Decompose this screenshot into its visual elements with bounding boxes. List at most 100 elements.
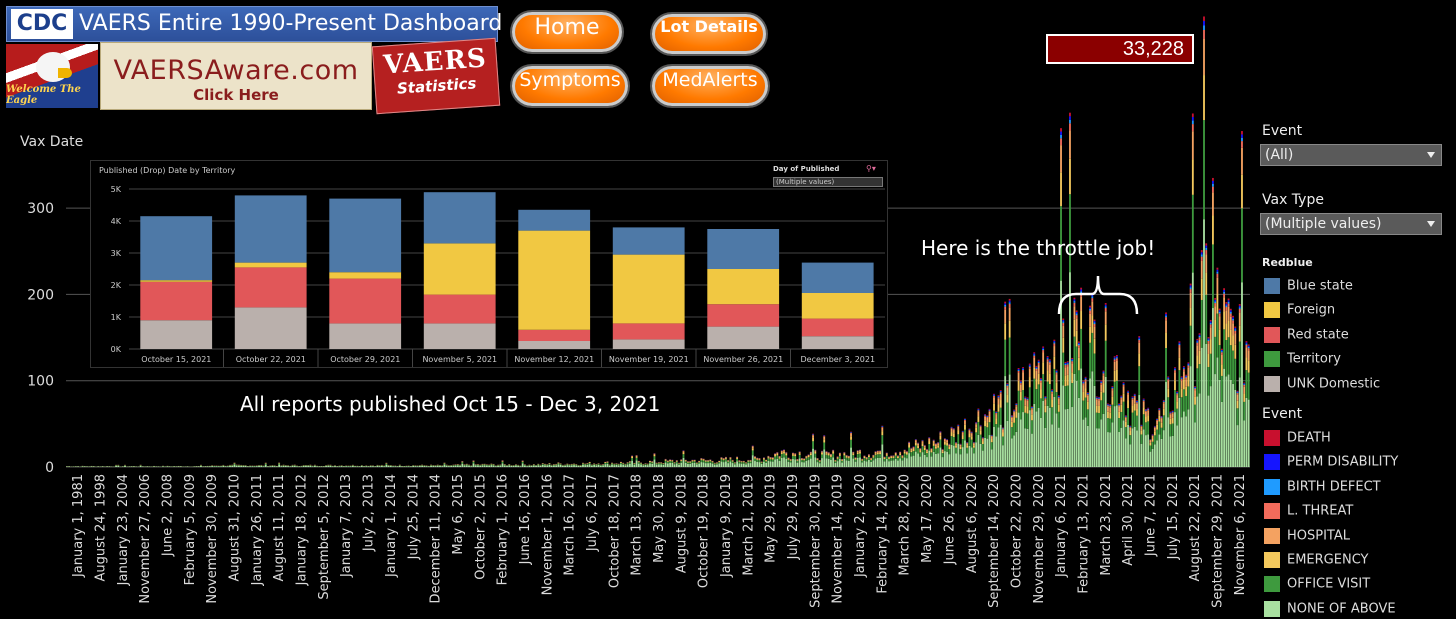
vax-date-bar-segment (1057, 411, 1060, 428)
vax-date-bar-segment (1113, 356, 1116, 358)
vax-date-bar-segment (959, 446, 962, 450)
home-button[interactable]: Home (512, 12, 622, 52)
vax-date-bar-segment (133, 466, 135, 467)
vax-date-bar-segment (1055, 370, 1058, 372)
vax-date-bar-segment (859, 453, 861, 458)
vax-date-bar-segment (1037, 407, 1040, 467)
vax-date-bar-segment (275, 466, 278, 467)
redblue-legend-item[interactable]: Red state (1264, 326, 1349, 345)
event-legend-label: NONE OF ABOVE (1287, 601, 1396, 617)
vax-date-bar-segment (631, 460, 634, 467)
day-of-published-dropdown[interactable]: (Multiple values) (773, 177, 883, 187)
vax-date-bar-segment (1048, 384, 1051, 408)
vax-date-bar-segment (528, 465, 531, 466)
vax-date-bar-segment (1203, 25, 1205, 30)
vax-date-bar-segment (838, 453, 841, 455)
vax-date-bar-segment (972, 443, 975, 446)
vax-date-bar-segment (546, 465, 549, 467)
vax-date-bar-segment (952, 430, 955, 434)
vax-date-bar-segment (852, 455, 855, 459)
vax-date-bar-segment (1236, 390, 1239, 392)
redblue-legend-item[interactable]: Territory (1264, 351, 1341, 369)
vax-date-bar-segment (1185, 386, 1188, 396)
vax-date-bar-segment (1006, 383, 1009, 385)
event-legend-item[interactable]: EMERGENCY (1264, 552, 1368, 570)
vax-date-bar-segment (968, 429, 971, 431)
redblue-legend-item[interactable]: UNK Domestic (1264, 375, 1380, 394)
vax-date-bar-segment (1182, 367, 1185, 369)
vax-date-bar-segment (282, 465, 285, 466)
medalerts-button[interactable]: MedAlerts (652, 66, 768, 106)
vax-date-bar-segment (1191, 113, 1194, 118)
vax-date-bar-segment (1209, 319, 1212, 322)
event-legend-item[interactable]: L. THREAT (1264, 503, 1353, 521)
vax-date-bar-segment (1187, 386, 1190, 410)
vax-date-bar-segment (1044, 399, 1047, 406)
vax-date-bar-segment (883, 457, 886, 459)
vax-date-bar-segment (653, 454, 656, 457)
vax-date-bar-segment (845, 457, 848, 461)
filter-icon[interactable]: ⚲▾ (866, 164, 876, 173)
vax-date-bar-segment (284, 465, 287, 467)
vax-date-bar-segment (812, 448, 814, 467)
vax-date-bar-segment (702, 459, 705, 461)
vax-date-bar-segment (948, 444, 951, 447)
event-filter-dropdown[interactable]: (All) (1260, 144, 1442, 166)
event-legend-item[interactable]: BIRTH DEFECT (1264, 478, 1381, 497)
vax-date-bar-segment (1069, 130, 1071, 159)
vax-date-bar-segment (662, 464, 665, 467)
vax-date-bar-segment (946, 445, 949, 452)
vax-date-bar-segment (1069, 158, 1071, 195)
vax-date-bar-segment (503, 464, 506, 466)
vax-date-bar-segment (1214, 303, 1217, 307)
vax-date-bar-segment (1129, 427, 1132, 431)
vax-date-bar-segment (1062, 325, 1065, 338)
redblue-legend-item[interactable]: Foreign (1264, 302, 1335, 320)
event-legend-item[interactable]: DEATH (1264, 430, 1331, 448)
vax-date-bar-segment (1091, 301, 1094, 316)
vax-date-bar-segment (1243, 385, 1246, 387)
x-tick-label: September 30, 2019 (808, 474, 823, 608)
vax-date-bar-segment (1062, 319, 1065, 322)
vax-date-bar-segment (358, 466, 361, 467)
event-legend-item[interactable]: OFFICE VISIT (1264, 576, 1370, 594)
vax-date-bar-segment (1133, 410, 1136, 427)
lot-details-button[interactable]: Lot Details (652, 14, 766, 54)
vax-date-bar-segment (1218, 310, 1221, 312)
x-tick-label: March 13, 2018 (630, 474, 645, 576)
redblue-legend-item[interactable]: Blue state (1264, 278, 1353, 296)
inset-bar-segment (612, 227, 685, 255)
vax-date-bar-segment (1162, 430, 1165, 467)
vax-date-bar-segment (1095, 428, 1098, 467)
vax-date-bar-segment (763, 457, 765, 459)
vax-date-bar-segment (879, 454, 881, 458)
eagle-logo-icon[interactable]: Welcome The Eagle (6, 44, 98, 108)
vax-date-bar-segment (816, 459, 819, 461)
symptoms-button[interactable]: Symptoms (512, 66, 628, 106)
vax-date-bar-segment (984, 415, 986, 417)
vax-date-bar-segment (1191, 120, 1194, 125)
vax-date-bar-segment (1234, 333, 1237, 345)
vax-date-bar-segment (1203, 120, 1205, 220)
event-legend-item[interactable]: PERM DISABILITY (1264, 454, 1398, 472)
vax-date-bar-segment (937, 443, 940, 446)
vax-date-bar-segment (1064, 361, 1067, 363)
vaersaware-link[interactable]: VAERSAware.com Click Here (100, 42, 372, 110)
vax-date-bar-segment (999, 391, 1002, 393)
vax-date-bar-segment (1042, 362, 1045, 375)
vax-date-bar-segment (899, 452, 902, 454)
vax-date-bar-segment (1060, 138, 1062, 146)
redblue-legend-swatch (1264, 375, 1280, 392)
vax-type-dropdown[interactable]: (Multiple values) (1260, 213, 1442, 235)
vax-date-bar-segment (856, 450, 859, 453)
vax-date-bar-segment (1238, 325, 1241, 342)
vax-date-bar-segment (204, 466, 207, 467)
vax-date-bar-segment (876, 454, 879, 458)
vax-date-bar-segment (1171, 411, 1174, 413)
event-legend-item[interactable]: NONE OF ABOVE (1264, 600, 1396, 619)
vax-date-bar-segment (1019, 384, 1022, 392)
vax-date-bar-segment (964, 424, 966, 430)
inset-y-tick-label: 0K (111, 345, 122, 354)
vax-date-bar-segment (613, 464, 616, 466)
event-legend-item[interactable]: HOSPITAL (1264, 527, 1350, 546)
